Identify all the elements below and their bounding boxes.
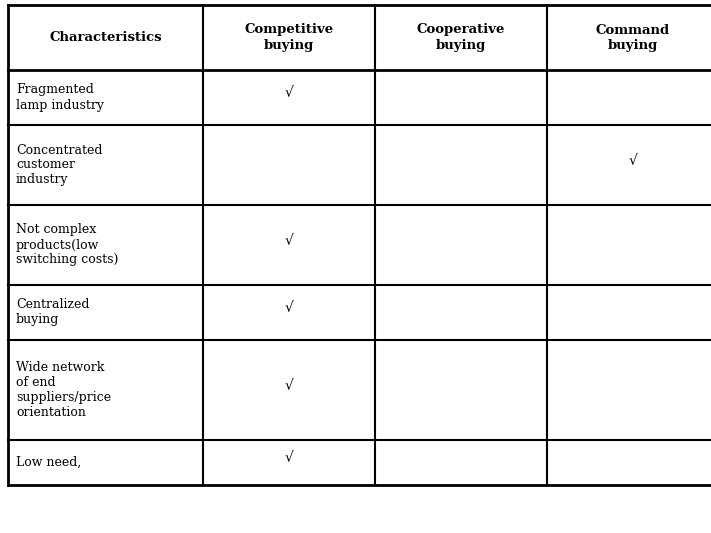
Text: √: √ [284,451,294,465]
Text: √: √ [284,379,294,393]
Text: Characteristics: Characteristics [49,31,162,44]
Text: Wide network
of end
suppliers/price
orientation: Wide network of end suppliers/price orie… [16,361,111,419]
Text: Low need,: Low need, [16,456,81,469]
Text: Command
buying: Command buying [596,23,670,52]
Text: √: √ [284,302,294,316]
Text: √: √ [629,154,638,168]
Text: Competitive
buying: Competitive buying [245,23,333,52]
Text: Not complex
products(low
switching costs): Not complex products(low switching costs… [16,223,118,266]
Text: √: √ [284,86,294,101]
Text: √: √ [284,234,294,248]
Text: Fragmented
lamp industry: Fragmented lamp industry [16,84,104,111]
Text: Centralized
buying: Centralized buying [16,298,90,327]
Text: Cooperative
buying: Cooperative buying [417,23,506,52]
Text: Concentrated
customer
industry: Concentrated customer industry [16,143,102,187]
